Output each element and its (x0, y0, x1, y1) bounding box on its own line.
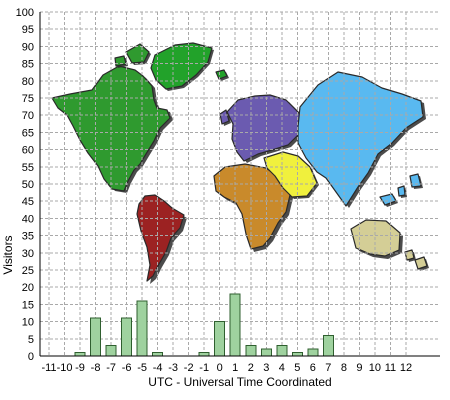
x-tick-label-3: 3 (263, 362, 269, 374)
x-tick-label--10: -10 (57, 362, 73, 374)
y-tick-label-0: 0 (28, 351, 34, 363)
middle-east-region (263, 151, 318, 198)
y-tick-label-100: 100 (16, 7, 34, 19)
x-tick-label-7: 7 (325, 362, 331, 374)
y-tick-label-80: 80 (22, 76, 34, 88)
asia-island-1 (409, 173, 422, 188)
x-tick-label-11: 11 (385, 362, 396, 374)
y-tick-label-90: 90 (22, 41, 34, 53)
x-axis-title: UTC - Universal Time Coordinated (148, 375, 331, 389)
south-america-region (136, 194, 185, 282)
north-america-island-2 (114, 55, 127, 67)
x-tick-label-0: 0 (217, 362, 223, 374)
bar--5 (136, 300, 148, 357)
bar-4 (276, 345, 288, 357)
asia-region (297, 71, 424, 207)
x-tick-label-10: 10 (369, 362, 381, 374)
x-tick-label-1: 1 (232, 362, 238, 374)
x-tick-label-4: 4 (279, 362, 285, 374)
greenland-region (150, 42, 213, 90)
bar--4 (152, 352, 164, 357)
y-tick-label-35: 35 (22, 231, 34, 243)
x-tick-label--3: -3 (168, 362, 178, 374)
world-map-background (51, 42, 429, 284)
x-tick-label--6: -6 (122, 362, 132, 374)
y-tick-label-30: 30 (22, 248, 34, 260)
europe-island-1 (219, 109, 230, 125)
x-tick-label-5: 5 (294, 362, 300, 374)
x-tick-label--7: -7 (106, 362, 116, 374)
bar--6 (121, 317, 133, 357)
y-tick-label-95: 95 (22, 24, 34, 36)
asia-island-2 (397, 185, 406, 197)
y-tick-label-60: 60 (22, 145, 34, 157)
y-tick-label-10: 10 (22, 317, 34, 329)
chart-labels: 0510152025303540455055606570758085909510… (1, 7, 412, 389)
y-tick-label-5: 5 (28, 334, 34, 346)
y-tick-label-25: 25 (22, 265, 34, 277)
bar--8 (90, 317, 102, 357)
australia-island-2 (414, 256, 428, 270)
bar--7 (105, 345, 117, 357)
chart-axes (39, 12, 440, 357)
x-tick-label--11: -11 (41, 362, 56, 374)
y-tick-label-45: 45 (22, 196, 34, 208)
y-tick-label-55: 55 (22, 162, 34, 174)
bar-2 (245, 345, 257, 357)
bar-3 (260, 348, 272, 357)
bar-5 (291, 352, 303, 357)
y-tick-label-65: 65 (22, 127, 34, 139)
x-tick-label--2: -2 (184, 362, 194, 374)
x-tick-label--8: -8 (91, 362, 101, 374)
australia-region (350, 219, 401, 257)
y-tick-label-40: 40 (22, 213, 34, 225)
y-tick-label-50: 50 (22, 179, 34, 191)
y-tick-label-15: 15 (22, 299, 34, 311)
y-tick-label-20: 20 (22, 282, 34, 294)
x-tick-label-8: 8 (341, 362, 347, 374)
bar--1 (198, 352, 210, 357)
x-tick-label-12: 12 (400, 362, 412, 374)
x-tick-label-9: 9 (356, 362, 362, 374)
x-tick-label--4: -4 (153, 362, 163, 374)
y-tick-label-70: 70 (22, 110, 34, 122)
bar-6 (307, 348, 319, 357)
greenland-island-1 (215, 69, 228, 80)
north-america-island-1 (125, 43, 150, 64)
bar-0 (214, 321, 226, 357)
x-tick-label--9: -9 (75, 362, 85, 374)
bar-series (74, 293, 334, 357)
x-tick-label-2: 2 (248, 362, 254, 374)
y-tick-label-85: 85 (22, 59, 34, 71)
y-tick-label-75: 75 (22, 93, 34, 105)
bar--9 (74, 352, 86, 357)
chart-grid (40, 11, 440, 357)
bar-7 (322, 334, 334, 357)
x-tick-label--5: -5 (137, 362, 147, 374)
x-tick-label-6: 6 (310, 362, 316, 374)
x-tick-label--1: -1 (199, 362, 209, 374)
y-axis-title: Visitors (1, 235, 15, 274)
bar-1 (229, 293, 241, 357)
